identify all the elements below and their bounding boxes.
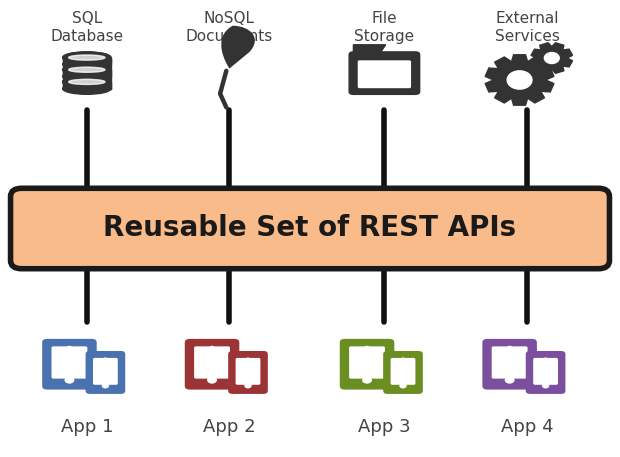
FancyBboxPatch shape <box>185 339 239 389</box>
Circle shape <box>544 357 547 360</box>
FancyBboxPatch shape <box>86 351 125 394</box>
Text: Reusable Set of REST APIs: Reusable Set of REST APIs <box>104 214 516 243</box>
Ellipse shape <box>63 52 111 63</box>
FancyBboxPatch shape <box>340 339 394 389</box>
Circle shape <box>207 376 217 383</box>
FancyBboxPatch shape <box>533 358 558 385</box>
Text: External
Services: External Services <box>495 11 559 44</box>
FancyBboxPatch shape <box>526 351 565 394</box>
Ellipse shape <box>69 80 105 85</box>
Circle shape <box>365 345 370 350</box>
FancyBboxPatch shape <box>51 346 87 378</box>
FancyBboxPatch shape <box>236 358 260 385</box>
FancyBboxPatch shape <box>194 346 230 378</box>
Circle shape <box>507 71 532 89</box>
Circle shape <box>401 357 405 360</box>
FancyBboxPatch shape <box>349 346 385 378</box>
Text: App 4: App 4 <box>501 419 553 436</box>
Circle shape <box>210 345 215 350</box>
Ellipse shape <box>63 83 111 94</box>
Ellipse shape <box>63 64 111 75</box>
Bar <box>63 70 111 76</box>
FancyBboxPatch shape <box>358 60 411 88</box>
Circle shape <box>67 345 72 350</box>
Ellipse shape <box>63 76 111 88</box>
Circle shape <box>399 383 407 388</box>
Circle shape <box>507 345 512 350</box>
Bar <box>63 58 111 89</box>
Ellipse shape <box>63 76 111 88</box>
Polygon shape <box>531 43 572 73</box>
Text: App 1: App 1 <box>61 419 113 436</box>
Text: App 3: App 3 <box>358 419 410 436</box>
Text: NoSQL
Documents: NoSQL Documents <box>186 11 273 44</box>
Ellipse shape <box>69 67 105 72</box>
Ellipse shape <box>63 64 111 75</box>
FancyBboxPatch shape <box>42 339 97 389</box>
Circle shape <box>102 383 109 388</box>
Circle shape <box>104 357 107 360</box>
FancyBboxPatch shape <box>228 351 268 394</box>
FancyBboxPatch shape <box>492 346 528 378</box>
Circle shape <box>542 383 549 388</box>
Text: File
Storage: File Storage <box>355 11 414 44</box>
Circle shape <box>544 53 559 64</box>
Circle shape <box>362 376 372 383</box>
Circle shape <box>246 357 250 360</box>
Text: SQL
Database: SQL Database <box>50 11 123 44</box>
Ellipse shape <box>69 55 105 60</box>
Ellipse shape <box>69 80 105 85</box>
FancyBboxPatch shape <box>482 339 537 389</box>
Ellipse shape <box>63 71 111 82</box>
FancyBboxPatch shape <box>93 358 118 385</box>
PathPatch shape <box>221 26 255 69</box>
Circle shape <box>64 376 74 383</box>
Ellipse shape <box>69 55 105 60</box>
Polygon shape <box>353 45 386 56</box>
Text: App 2: App 2 <box>203 419 255 436</box>
FancyBboxPatch shape <box>383 351 423 394</box>
Circle shape <box>505 376 515 383</box>
FancyBboxPatch shape <box>11 188 609 269</box>
FancyBboxPatch shape <box>348 51 420 95</box>
Bar <box>63 58 111 64</box>
Ellipse shape <box>69 67 105 72</box>
Circle shape <box>244 383 252 388</box>
Bar <box>63 82 111 89</box>
Ellipse shape <box>63 52 111 63</box>
Ellipse shape <box>63 58 111 70</box>
FancyBboxPatch shape <box>391 358 415 385</box>
Polygon shape <box>485 55 554 105</box>
